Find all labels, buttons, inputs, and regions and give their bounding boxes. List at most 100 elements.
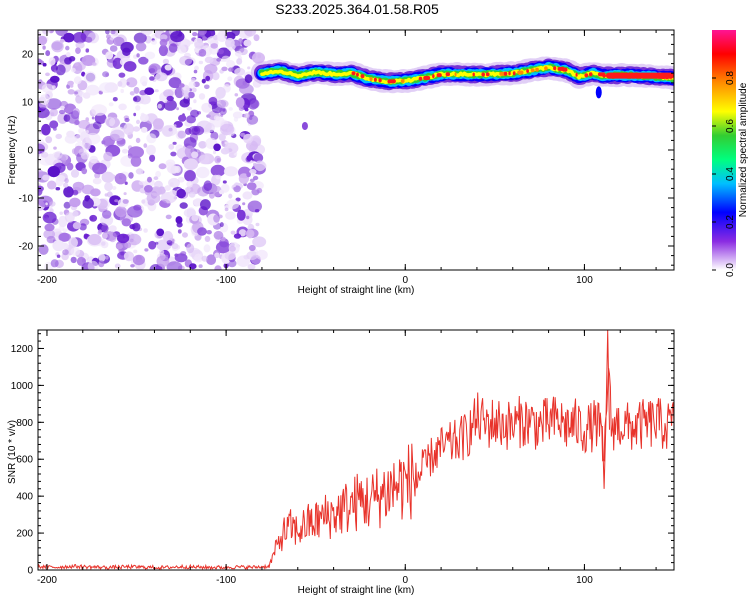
noise-blob: [204, 63, 218, 74]
noise-blob: [65, 45, 70, 51]
noise-blob: [64, 212, 75, 223]
signal-peak: [436, 73, 442, 78]
noise-blob: [228, 67, 234, 72]
noise-blob: [71, 110, 80, 120]
signal-peak: [432, 74, 435, 79]
colorbar-tick-label: 0.0: [725, 263, 736, 277]
spectrogram-marks: [38, 30, 674, 270]
noise-blob: [45, 72, 50, 77]
noise-blob: [42, 45, 46, 50]
noise-blob: [198, 60, 204, 65]
noise-blob: [254, 160, 266, 172]
noise-blob: [177, 130, 187, 139]
noise-blob: [195, 166, 210, 179]
noise-blob: [224, 31, 236, 41]
x-tick-label: -100: [216, 575, 236, 586]
noise-blob: [218, 189, 225, 195]
noise-blob: [121, 218, 131, 227]
noise-blob: [168, 43, 178, 53]
noise-blob: [149, 76, 155, 81]
noise-blob: [166, 240, 173, 245]
noise-blob: [232, 111, 243, 119]
signal-peak: [481, 72, 485, 77]
noise-blob: [198, 49, 207, 57]
noise-blob: [42, 62, 47, 67]
noise-blob: [215, 241, 231, 254]
noise-blob: [248, 244, 256, 252]
noise-blob: [238, 173, 250, 185]
noise-blob: [197, 30, 207, 36]
noise-blob: [41, 83, 55, 94]
signal-peak: [605, 72, 674, 79]
noise-blob: [213, 34, 219, 41]
noise-blob: [92, 162, 107, 175]
noise-blob: [75, 134, 83, 143]
noise-blob: [190, 109, 199, 118]
noise-blob: [188, 191, 196, 198]
noise-blob: [146, 144, 156, 156]
noise-blob: [105, 51, 114, 60]
noise-blob: [55, 187, 61, 191]
noise-blob: [166, 261, 183, 270]
noise-blob: [58, 232, 71, 242]
noise-blob: [204, 235, 211, 242]
signal-peak: [400, 79, 405, 83]
signal-peak: [575, 72, 578, 77]
noise-blob: [174, 253, 179, 257]
noise-blob: [79, 223, 87, 231]
noise-blob: [92, 121, 102, 130]
noise-blob: [83, 233, 89, 238]
noise-blob: [123, 61, 137, 72]
noise-blob: [127, 233, 142, 246]
noise-blob: [124, 117, 130, 123]
noise-blob: [219, 222, 224, 228]
noise-blob: [140, 126, 148, 133]
noise-blob: [66, 188, 71, 193]
noise-blob: [216, 30, 228, 42]
noise-blob: [115, 243, 123, 250]
noise-blob: [236, 209, 246, 221]
noise-blob: [246, 114, 259, 125]
noise-blob: [114, 263, 121, 269]
noise-blob: [71, 67, 76, 73]
y-tick-label: 1000: [11, 381, 34, 392]
noise-blob: [197, 227, 207, 236]
y-tick-label: 10: [22, 98, 34, 109]
noise-blob: [89, 214, 98, 222]
signal-peak: [588, 72, 593, 77]
noise-blob: [140, 30, 153, 36]
noise-blob: [118, 72, 126, 78]
noise-blob: [184, 170, 196, 182]
noise-blob: [63, 32, 75, 43]
noise-blob: [201, 78, 206, 84]
noise-blob: [124, 242, 132, 249]
noise-blob: [226, 60, 235, 69]
noise-blob: [221, 55, 231, 62]
noise-blob: [133, 112, 137, 117]
noise-blob: [114, 199, 119, 203]
noise-blob: [83, 71, 97, 83]
x-tick-label: 100: [576, 575, 593, 586]
noise-blob: [45, 202, 48, 206]
signal-peak: [356, 72, 359, 77]
noise-blob: [49, 201, 56, 207]
noise-blob: [55, 30, 68, 36]
noise-blob: [206, 254, 217, 265]
noise-blob: [250, 99, 260, 109]
noise-blob: [183, 96, 191, 104]
noise-blob: [123, 123, 134, 135]
noise-blob: [45, 91, 53, 99]
noise-blob: [244, 30, 257, 37]
noise-blob: [144, 248, 149, 252]
noise-blob: [247, 200, 262, 213]
noise-blob: [118, 103, 127, 111]
noise-blob: [85, 130, 89, 134]
noise-blob: [172, 141, 177, 145]
noise-blob: [212, 72, 220, 81]
noise-blob: [106, 34, 111, 39]
signal-peak: [517, 70, 524, 75]
noise-blob: [55, 176, 64, 187]
signal-peak: [530, 68, 535, 73]
noise-blob: [194, 253, 203, 263]
noise-blob: [153, 176, 159, 181]
